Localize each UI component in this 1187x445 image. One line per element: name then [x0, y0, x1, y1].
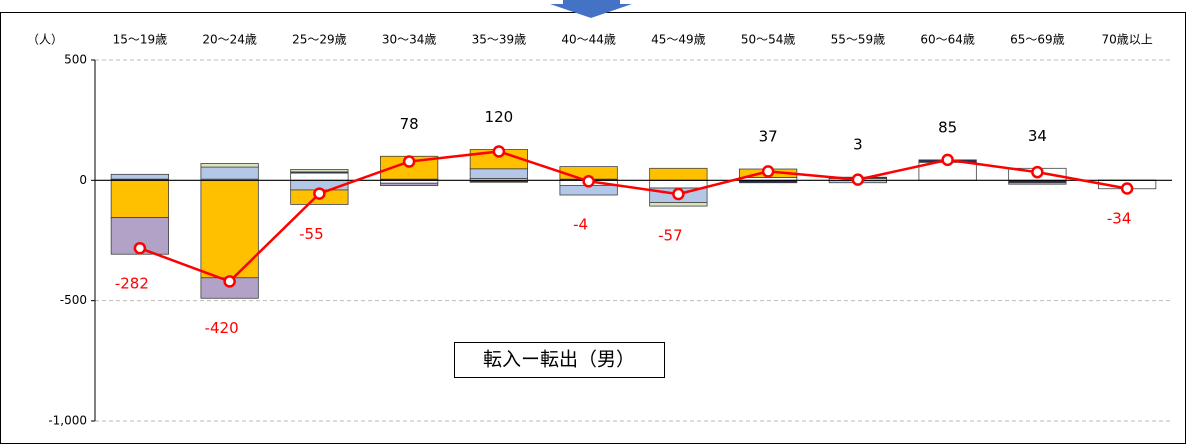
value-label: 85	[938, 118, 957, 136]
bar-segment	[200, 163, 259, 168]
net-point	[402, 155, 416, 168]
value-label: -34	[1107, 209, 1132, 227]
net-point	[492, 145, 506, 158]
net-point	[223, 275, 236, 288]
annotation: 転入ー転出（男）	[483, 349, 635, 371]
value-label: 37	[759, 128, 778, 146]
x-tick-label: 45～49歳	[651, 33, 706, 47]
x-tick-label: 15～19歳	[113, 33, 168, 47]
net-point	[313, 187, 326, 200]
value-label: 3	[853, 136, 863, 154]
annotation-box	[454, 342, 665, 378]
bar-segment	[110, 173, 169, 180]
y-tick-label: 500	[64, 53, 87, 67]
y-tick-label: -1,000	[48, 414, 87, 428]
value-label: 34	[1028, 127, 1047, 145]
net-point	[761, 165, 775, 178]
bar-segment	[380, 182, 439, 187]
bar-segment	[469, 181, 528, 183]
value-label: -57	[658, 227, 683, 245]
frame	[0, 12, 1186, 444]
value-label: -55	[299, 225, 324, 243]
bar-segment	[469, 168, 528, 179]
net-point	[851, 173, 865, 186]
x-tick-label: 50～54歳	[741, 33, 796, 47]
x-tick-label: 60～64歳	[920, 33, 975, 47]
bar-segment	[200, 166, 259, 180]
net-line	[139, 150, 1128, 283]
x-tick-label: 35～39歳	[472, 33, 527, 47]
x-tick-label: 55～59歳	[831, 33, 886, 47]
net-point	[941, 153, 954, 167]
net-point	[1120, 182, 1134, 195]
value-label: -4	[573, 216, 588, 234]
x-tick-label: 70歳以上	[1101, 33, 1152, 47]
value-label: 120	[485, 108, 514, 126]
x-tick-label: 25～29歳	[292, 33, 347, 47]
net-point	[672, 187, 685, 201]
x-tick-label: 20～24歳	[202, 33, 257, 47]
x-tick-label: 65～69歳	[1010, 33, 1065, 47]
y-tick-label: 0	[79, 173, 87, 187]
bar-segment	[290, 169, 349, 173]
bar-segment	[649, 202, 708, 207]
bar-segment	[649, 179, 708, 189]
x-tick-label: 40～44歳	[561, 33, 616, 47]
bar-segment	[649, 167, 708, 181]
net-point	[1031, 165, 1044, 179]
bar-segment	[1008, 182, 1067, 185]
bar-segment	[110, 179, 169, 219]
value-label: -282	[115, 275, 149, 293]
y-tick-label: -500	[60, 293, 87, 307]
bar-segment	[290, 172, 349, 181]
arrow	[550, 0, 632, 18]
unit-label: （人）	[27, 33, 63, 47]
value-label: 78	[400, 115, 419, 133]
net-point	[582, 175, 595, 188]
value-label: -420	[205, 319, 239, 337]
net-point	[133, 241, 147, 255]
x-tick-label: 30～34歳	[382, 33, 437, 47]
